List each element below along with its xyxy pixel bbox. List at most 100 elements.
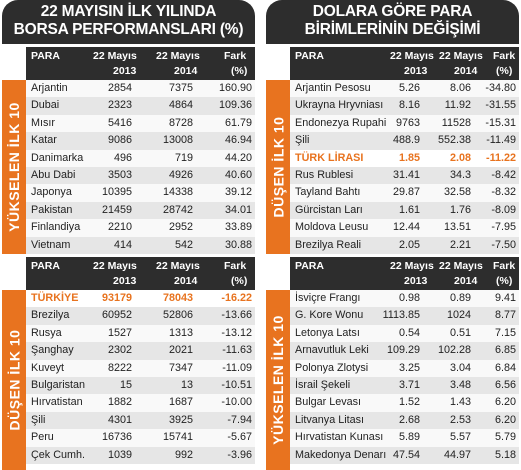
value-change: -7.50 <box>491 238 516 251</box>
row-name: Arjantin <box>31 82 68 94</box>
value-change: 33.89 <box>224 221 252 234</box>
header-fark: Fark <box>224 50 247 62</box>
value-2013: 109.29 <box>386 344 420 357</box>
value-change: 160.90 <box>218 82 252 94</box>
value-change: 6.56 <box>494 378 516 391</box>
value-2013: 1113.85 <box>382 309 420 322</box>
value-change: 44.20 <box>224 151 252 164</box>
value-2014: 1.43 <box>449 396 471 409</box>
table-row: Hırvatistan Kunası 5.89 5.57 5.79 <box>290 429 519 447</box>
value-2013: 2.68 <box>398 413 420 426</box>
value-2014: 8728 <box>168 116 193 129</box>
rising-currency-table: PARA 22 Mayıs 2013 22 Mayıs 2014 Fark (%… <box>290 257 519 464</box>
value-change: -10.51 <box>221 378 252 391</box>
value-2013: 8222 <box>107 361 132 374</box>
value-2013: 1.61 <box>398 203 420 216</box>
value-2014: 52806 <box>162 309 193 322</box>
value-2014: 3.48 <box>449 378 471 391</box>
row-name: Hırvatistan Kunası <box>295 431 384 444</box>
value-2013: 5416 <box>107 116 132 129</box>
value-2014: 2.08 <box>449 151 471 164</box>
row-name: Rus Rublesi <box>295 168 354 181</box>
row-name: G. Kore Wonu <box>295 309 364 322</box>
value-2014: 3925 <box>168 413 193 426</box>
value-2013: 2854 <box>107 82 132 94</box>
value-2014: 4864 <box>168 99 193 112</box>
value-change: 6.85 <box>494 344 516 357</box>
header-para: PARA <box>295 50 324 62</box>
row-name: İsrail Şekeli <box>295 378 351 391</box>
value-2014: 13008 <box>162 134 193 147</box>
row-name: Bulgaristan <box>31 378 86 391</box>
value-2014: 44.97 <box>443 448 471 461</box>
row-name: Polonya Zlotysi <box>295 361 369 374</box>
row-name: Bulgar Levası <box>295 396 362 409</box>
value-2013: 60952 <box>101 309 132 322</box>
highlighted-row: TÜRKİYE 93179 78043 -16.22 <box>26 290 255 308</box>
table-header: PARA 22 Mayıs 2013 22 Mayıs 2014 Fark (%… <box>26 257 255 290</box>
table-row: Makedonya Denarı 47.54 44.97 5.18 <box>290 446 519 464</box>
row-name: Çek Cumh. <box>31 448 86 461</box>
value-2013: 9086 <box>107 134 132 147</box>
header-percent: (%) <box>496 65 513 77</box>
table-header: PARA 22 Mayıs 2013 22 Mayıs 2014 Fark (%… <box>26 47 255 80</box>
value-2014: 719 <box>174 151 193 164</box>
value-change: 6.20 <box>494 413 516 426</box>
value-2013: 2323 <box>107 99 132 112</box>
row-name: Pakistan <box>31 203 73 216</box>
value-change: -11.09 <box>222 361 252 374</box>
header-fark: Fark <box>493 260 516 272</box>
row-name: TÜRKİYE <box>31 292 79 304</box>
row-name: Brezilya <box>31 309 70 322</box>
value-change: 5.18 <box>494 448 516 461</box>
row-name: Kuveyt <box>31 361 65 374</box>
table-row: Şanghay 2302 2021 -11.63 <box>26 342 255 360</box>
value-2013: 1882 <box>107 396 132 409</box>
header-percent: (%) <box>496 275 513 287</box>
row-name: Hırvatistan <box>31 396 83 409</box>
value-change: -11.63 <box>222 344 252 357</box>
table-row: Arjantin 2854 7375 160.90 <box>26 80 255 98</box>
value-2013: 5.89 <box>398 431 420 444</box>
header-2013-label: 22 Mayıs <box>390 50 434 62</box>
value-2014: 11528 <box>441 116 471 129</box>
value-2013: 2210 <box>107 221 132 234</box>
table-row: Katar 9086 13008 46.94 <box>26 132 255 150</box>
table-row: Finlandiya 2210 2952 33.89 <box>26 219 255 237</box>
header-2014-label: 22 Mayıs <box>156 260 200 272</box>
value-2014: 3.04 <box>449 361 471 374</box>
value-2013: 47.54 <box>392 448 420 461</box>
row-name: Şili <box>31 413 46 426</box>
row-name: Finlandiya <box>31 221 81 234</box>
header-2014-label: 22 Mayıs <box>156 50 200 62</box>
title-line-1: 22 MAYISIN İLK YILINDA <box>40 3 217 20</box>
row-name: Mısır <box>31 116 55 129</box>
value-change: -13.12 <box>221 326 252 339</box>
value-2014: 1024 <box>446 309 471 322</box>
value-change: -13.66 <box>221 309 252 322</box>
header-2014-year: 2014 <box>454 275 478 287</box>
value-2014: 2.21 <box>449 238 471 251</box>
row-name: Litvanya Litası <box>295 413 365 426</box>
row-name: Endonezya Rupahi <box>295 116 387 129</box>
value-change: -31.55 <box>485 99 516 112</box>
row-name: Ukrayna Hryvniası <box>295 99 384 112</box>
value-2013: 5.26 <box>398 82 420 94</box>
value-2013: 9763 <box>395 116 420 129</box>
side-label-falling: DÜŞEN İLK 10 <box>2 290 26 470</box>
header-2013-year: 2013 <box>113 275 137 287</box>
table-row: Gürcistan Ları 1.61 1.76 -8.09 <box>290 201 519 220</box>
header-2014-label: 22 Mayıs <box>439 260 483 272</box>
table-row: Ukrayna Hryvniası 8.16 11.92 -31.55 <box>290 97 519 115</box>
table-row: Arjantin Pesosu 5.26 8.06 -34.80 <box>290 80 519 98</box>
value-2014: 0.89 <box>449 292 471 304</box>
header-para: PARA <box>295 260 324 272</box>
value-2014: 2021 <box>168 344 193 357</box>
row-name: Katar <box>31 134 57 147</box>
header-2013-label: 22 Mayıs <box>93 260 137 272</box>
value-change: 40.60 <box>224 168 252 181</box>
row-name: Danimarka <box>31 151 84 164</box>
table-row: Arnavutluk Leki 109.29 102.28 6.85 <box>290 342 519 360</box>
value-change: 8.77 <box>494 309 516 322</box>
row-name: Japonya <box>31 186 72 199</box>
